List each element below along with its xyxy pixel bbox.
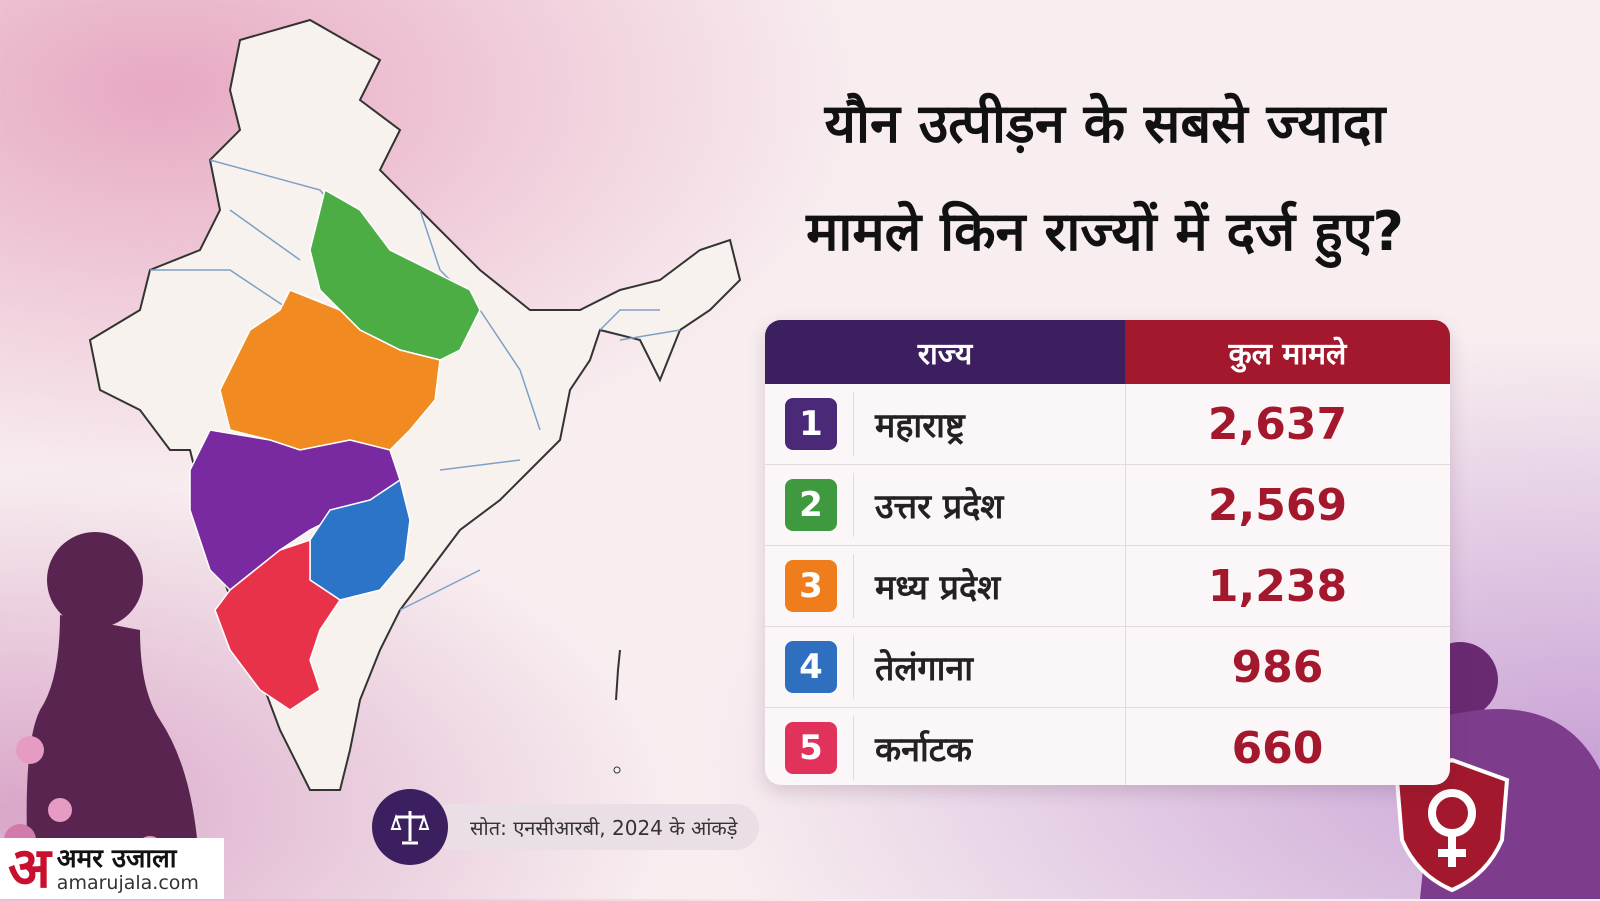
case-count: 660 bbox=[1231, 722, 1324, 774]
table-row: 5 कर्नाटक 660 bbox=[765, 708, 1450, 785]
rank-badge: 3 bbox=[785, 560, 837, 612]
table-row: 3 मध्य प्रदेश 1,238 bbox=[765, 546, 1450, 627]
logo-name: अमर उजाला bbox=[56, 843, 177, 874]
state-name: मध्य प्रदेश bbox=[875, 568, 1001, 608]
header-cases: कुल मामले bbox=[1125, 320, 1450, 384]
table-row: 1 महाराष्ट्र 2,637 bbox=[765, 384, 1450, 465]
state-name: तेलंगाना bbox=[875, 649, 974, 689]
case-count: 2,637 bbox=[1207, 398, 1348, 450]
female-shield-icon bbox=[1394, 757, 1510, 893]
case-count: 986 bbox=[1231, 641, 1324, 693]
case-count: 2,569 bbox=[1207, 479, 1348, 531]
india-map bbox=[60, 10, 780, 830]
logo-mark: अ bbox=[8, 835, 51, 901]
table-header: राज्य कुल मामले bbox=[765, 320, 1450, 384]
title-line-1: यौन उत्पीड़न के सबसे ज्यादा bbox=[824, 92, 1386, 155]
data-table: राज्य कुल मामले 1 महाराष्ट्र 2,637 2 उत्तर प… bbox=[765, 320, 1450, 785]
rank-badge: 5 bbox=[785, 722, 837, 774]
state-borders bbox=[150, 159, 681, 611]
state-karnataka bbox=[214, 538, 342, 711]
source-text: सोत: एनसीआरबी, 2024 के आंकड़े bbox=[430, 804, 760, 850]
table-row: 4 तेलंगाना 986 bbox=[765, 627, 1450, 708]
header-state: राज्य bbox=[765, 320, 1125, 384]
rank-badge: 4 bbox=[785, 641, 837, 693]
amar-ujala-logo[interactable]: अ अमर उजाला amarujala.com bbox=[0, 838, 224, 899]
state-name: महाराष्ट्र bbox=[875, 406, 965, 446]
andaman-islands bbox=[615, 649, 621, 701]
logo-url: amarujala.com bbox=[56, 871, 199, 894]
rank-badge: 1 bbox=[785, 398, 837, 450]
chart-title: यौन उत्पीड़न के सबसे ज्यादा मामले किन रा… bbox=[690, 70, 1520, 286]
state-name: कर्नाटक bbox=[875, 730, 973, 770]
scales-icon bbox=[372, 789, 448, 865]
rank-badge: 2 bbox=[785, 479, 837, 531]
india-map-svg bbox=[88, 18, 742, 791]
state-uttar-pradesh bbox=[309, 188, 481, 361]
state-name: उत्तर प्रदेश bbox=[875, 487, 1004, 527]
title-line-2: मामले किन राज्यों में दर्ज हुए? bbox=[806, 200, 1404, 263]
table-row: 2 उत्तर प्रदेश 2,569 bbox=[765, 465, 1450, 546]
source-note: सोत: एनसीआरबी, 2024 के आंकड़े bbox=[372, 789, 772, 865]
table-body: 1 महाराष्ट्र 2,637 2 उत्तर प्रदेश 2,569 3 मध्य … bbox=[765, 384, 1450, 785]
island-dot bbox=[613, 766, 621, 774]
case-count: 1,238 bbox=[1207, 560, 1348, 612]
